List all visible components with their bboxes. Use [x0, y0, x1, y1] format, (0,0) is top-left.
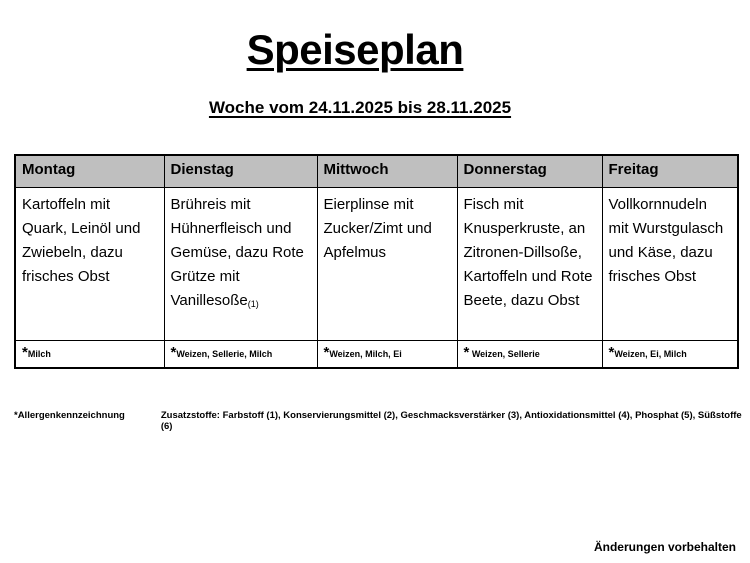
week-subtitle: Woche vom 24.11.2025 bis 28.11.2025 — [208, 98, 512, 117]
meal-cell-montag: Kartoffeln mit Quark, Leinöl und Zwiebel… — [14, 186, 165, 341]
allergen-list: Weizen, Sellerie — [469, 348, 540, 359]
day-header-freitag: Freitag — [601, 154, 739, 188]
menu-table: Montag Dienstag Mittwoch Donnerstag Frei… — [14, 154, 739, 369]
meal-cell-mittwoch: Eierplinse mit Zucker/Zimt und Apfelmus — [316, 186, 458, 341]
meal-text: Vollkornnudeln mit Wurstgulasch und Käse… — [608, 195, 724, 285]
footnotes: *Allergenkennzeichnung Zusatzstoffe: Far… — [14, 410, 750, 432]
speiseplan-document: Speiseplan Woche vom 24.11.2025 bis 28.1… — [0, 26, 750, 563]
allergen-list: Weizen, Milch, Ei — [329, 348, 402, 359]
asterisk-marker: * — [170, 343, 177, 361]
allergen-list: Weizen, Sellerie, Milch — [176, 348, 273, 359]
allergen-cell-freitag: *Weizen, Ei, Milch — [601, 339, 739, 369]
allergen-cell-donnerstag: * Weizen, Sellerie — [456, 339, 603, 369]
allergen-cell-dienstag: *Weizen, Sellerie, Milch — [163, 339, 318, 369]
allergen-cell-mittwoch: *Weizen, Milch, Ei — [316, 339, 458, 369]
day-header-row: Montag Dienstag Mittwoch Donnerstag Frei… — [14, 154, 739, 188]
meal-text: Eierplinse mit Zucker/Zimt und Apfelmus — [323, 195, 432, 261]
meal-row: Kartoffeln mit Quark, Leinöl und Zwiebel… — [14, 186, 739, 341]
day-header-donnerstag: Donnerstag — [456, 154, 603, 188]
asterisk-marker: * — [22, 343, 28, 361]
allergen-list: Milch — [27, 348, 51, 359]
asterisk-marker: * — [323, 343, 330, 361]
disclaimer-text: Änderungen vorbehalten — [593, 540, 736, 554]
meal-cell-donnerstag: Fisch mit Knusperkruste, an Zitronen-Dil… — [456, 186, 603, 341]
page-title: Speiseplan — [246, 26, 464, 73]
additives-legend: Zusatzstoffe: Farbstoff (1), Konservieru… — [160, 410, 742, 432]
day-header-dienstag: Dienstag — [163, 154, 318, 188]
allergen-key-label: *Allergenkennzeichnung — [14, 410, 125, 421]
meal-text: Brühreis mit Hühnerfleisch und Gemüse, d… — [170, 195, 304, 309]
allergen-row: *Milch *Weizen, Sellerie, Milch *Weizen,… — [14, 339, 739, 369]
meal-text: Kartoffeln mit Quark, Leinöl und Zwiebel… — [22, 195, 141, 285]
day-header-montag: Montag — [14, 154, 165, 188]
day-header-mittwoch: Mittwoch — [316, 154, 458, 188]
meal-cell-freitag: Vollkornnudeln mit Wurstgulasch und Käse… — [601, 186, 739, 341]
meal-text: Fisch mit Knusperkruste, an Zitronen-Dil… — [463, 195, 593, 309]
asterisk-marker: * — [608, 343, 615, 361]
additive-note: (1) — [247, 298, 259, 309]
meal-cell-dienstag: Brühreis mit Hühnerfleisch und Gemüse, d… — [163, 186, 318, 341]
allergen-cell-montag: *Milch — [14, 339, 165, 369]
asterisk-marker: * — [463, 343, 470, 361]
allergen-list: Weizen, Ei, Milch — [614, 348, 687, 359]
